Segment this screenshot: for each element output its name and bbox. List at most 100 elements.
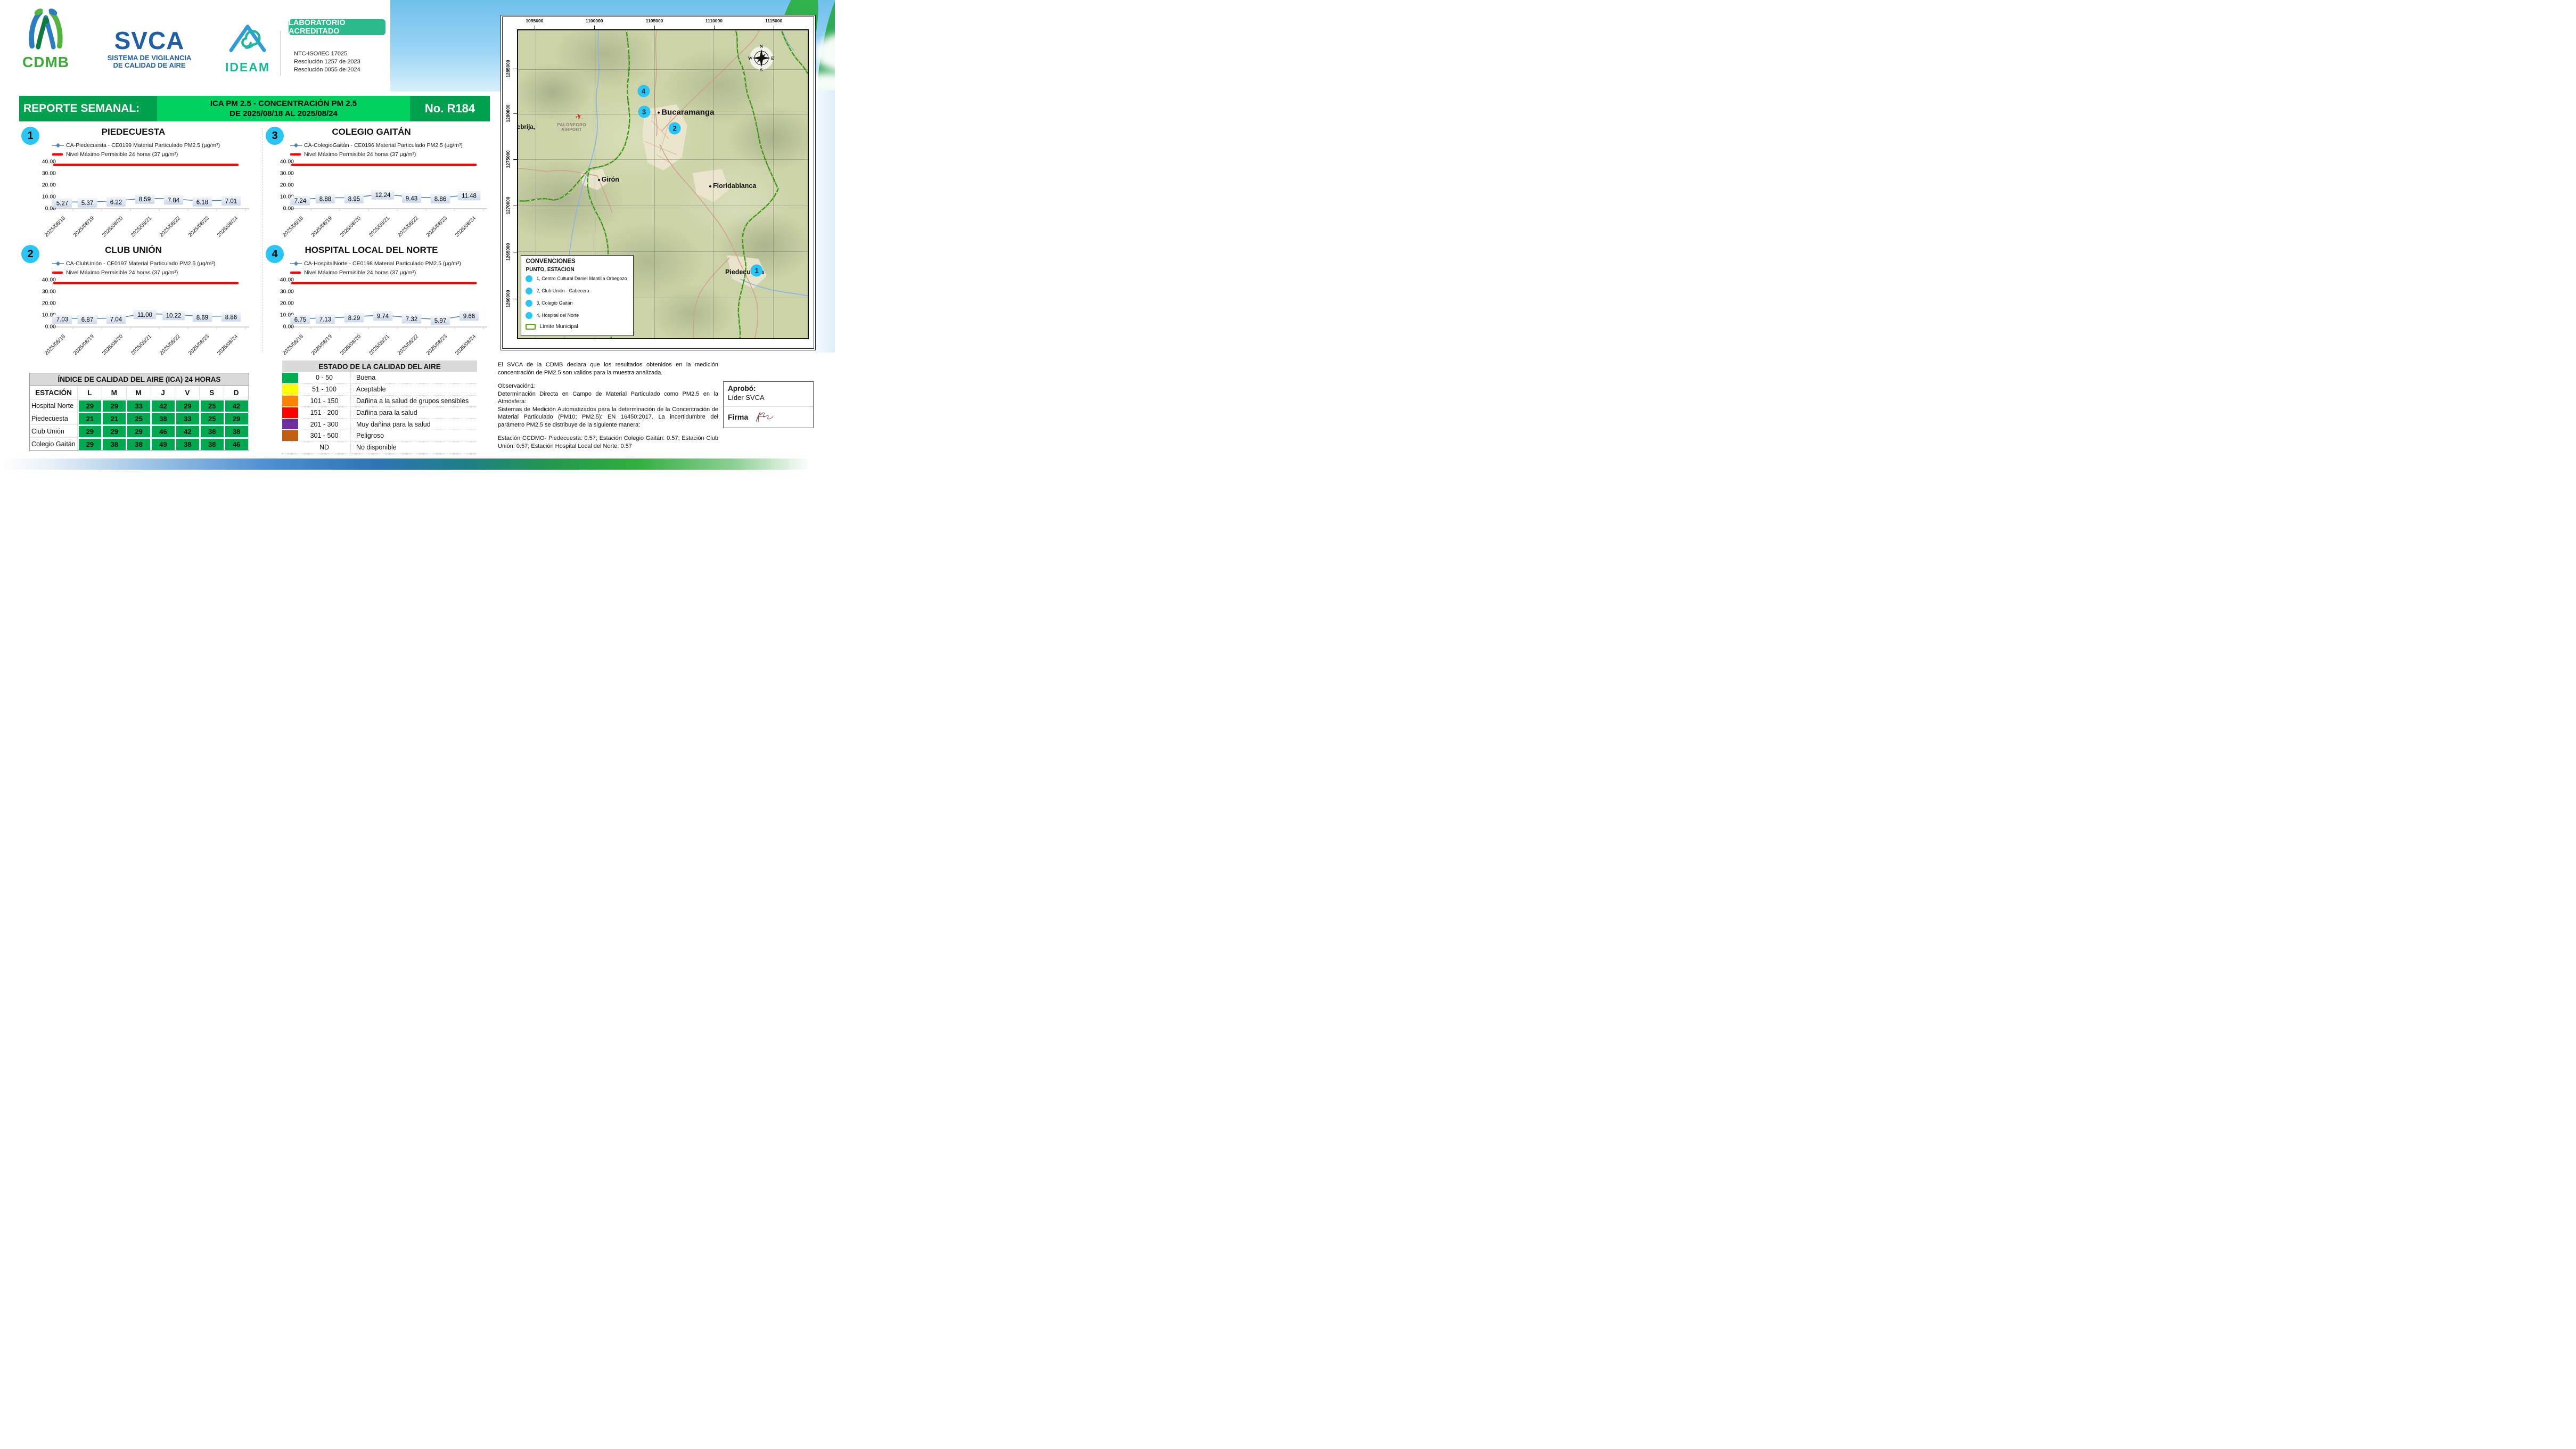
ica-value-cell: 25	[200, 400, 224, 412]
estado-color-swatch	[282, 419, 298, 430]
estado-row: ND No disponible	[282, 441, 477, 454]
estado-range: 301 - 500	[310, 432, 339, 440]
chart-legend: CA-ColegioGaitán - CE0196 Material Parti…	[290, 141, 463, 159]
estado-label: Muy dañina para la salud	[350, 419, 477, 430]
estado-label: Dañina a la salud de grupos sensibles	[350, 395, 477, 407]
svg-text:2025/08/18: 2025/08/18	[44, 333, 67, 356]
svg-text:9.43: 9.43	[406, 195, 417, 202]
svg-text:2025/08/23: 2025/08/23	[425, 333, 448, 356]
svg-text:2025/08/21: 2025/08/21	[130, 333, 153, 356]
ica-value-cell: 46	[225, 438, 248, 450]
map-legend-item: 2, Club Unión - Cabecera	[526, 285, 629, 297]
map-tick-mark	[713, 26, 715, 29]
ica-day-header: M	[127, 386, 151, 399]
svg-text:2025/08/24: 2025/08/24	[216, 215, 239, 238]
estado-color-swatch	[282, 430, 298, 441]
ica-value-cell: 29	[103, 400, 126, 412]
station-point-icon	[526, 312, 533, 319]
svg-text:6.18: 6.18	[196, 199, 208, 206]
svg-text:2025/08/21: 2025/08/21	[130, 215, 153, 238]
map-city-label: Bucaramanga	[658, 108, 714, 117]
estado-color-swatch	[282, 442, 298, 453]
ica-table-row: Piedecuesta 21 21 25 38 33 25 29	[30, 412, 249, 425]
threshold-marker-icon	[52, 270, 64, 275]
threshold-marker-icon	[290, 152, 302, 157]
threshold-legend-label: Nivel Máximo Permisible 24 horas (37 µg/…	[304, 151, 416, 158]
chart-title: COLEGIO GAITÁN	[332, 127, 411, 137]
map-legend: CONVENCIONES PUNTO, ESTACION 1, Centro C…	[521, 255, 634, 336]
svg-text:10.00: 10.00	[280, 312, 294, 318]
threshold-marker-icon	[52, 152, 64, 157]
cdmb-logo: CDMB	[16, 5, 76, 71]
map-legend-item: 3, Colegio Gaitán	[526, 297, 629, 309]
map-legend-item: 4, Hospital del Norte	[526, 309, 629, 322]
map-tick-mark	[594, 26, 595, 29]
ica-value-cell: 42	[152, 400, 175, 412]
ica-day-header: V	[175, 386, 200, 399]
map-panel: 1095000 1100000 1105000 1110000 1115000 12850…	[501, 15, 816, 350]
svg-text:N: N	[760, 44, 764, 49]
svg-text:40.00: 40.00	[280, 277, 294, 283]
accreditation-lines: NTC-ISO/IEC 17025 Resolución 1257 de 202…	[294, 50, 395, 74]
ica-value-cell: 46	[152, 425, 175, 437]
svg-text:10.00: 10.00	[42, 312, 56, 318]
series-marker-icon	[52, 143, 64, 148]
threshold-legend-label: Nivel Máximo Permisible 24 horas (37 µg/…	[66, 269, 178, 276]
chart-title: PIEDECUESTA	[101, 127, 166, 137]
city-dot-icon	[658, 111, 660, 114]
map-city-label-partial: ebrija,	[517, 124, 535, 131]
station-number-badge-3: 3	[266, 127, 284, 145]
estado-range: 51 - 100	[312, 386, 337, 394]
svca-subtitle-1: SISTEMA DE VIGILANCIA	[107, 54, 192, 62]
declaration-paragraph: Estación CCDMO- Piedecuesta: 0.57; Estac…	[498, 435, 718, 449]
ica-value-cell: 21	[78, 413, 102, 424]
map-northing-label: 1270000	[505, 197, 511, 215]
ica-day-header: M	[102, 386, 127, 399]
estado-color-swatch	[282, 396, 298, 406]
station-marker-3: 3	[638, 105, 651, 118]
signature-scribble	[756, 412, 774, 423]
svg-text:2025/08/21: 2025/08/21	[368, 215, 391, 238]
ica-value-cell: 29	[176, 400, 199, 412]
svg-text:2025/08/24: 2025/08/24	[454, 333, 477, 356]
svg-text:7.04: 7.04	[110, 317, 122, 323]
ica-value-cell: 38	[200, 425, 224, 437]
ica-station-name: Hospital Norte	[30, 399, 78, 412]
svg-text:2025/08/24: 2025/08/24	[454, 215, 477, 238]
declaration-text: El SVCA de la CDMB declara que los resul…	[498, 361, 718, 456]
svg-text:10.00: 10.00	[280, 194, 294, 200]
estado-color-swatch	[282, 372, 298, 383]
chart-title: HOSPITAL LOCAL DEL NORTE	[305, 245, 438, 255]
series-legend-label: CA-ColegioGaitán - CE0196 Material Parti…	[304, 142, 463, 149]
svg-text:2025/08/24: 2025/08/24	[216, 333, 239, 356]
svg-text:40.00: 40.00	[42, 277, 56, 283]
map-grid-line	[518, 159, 808, 160]
svg-text:8.86: 8.86	[434, 197, 446, 203]
ica-value-cell: 38	[103, 438, 126, 450]
accreditation-line: Resolución 0055 de 2024	[294, 67, 360, 73]
ica-station-header: ESTACIÓN	[30, 386, 78, 399]
map-lines	[518, 30, 808, 338]
svg-text:6.22: 6.22	[110, 199, 122, 206]
svca-acronym: SVCA	[114, 27, 185, 54]
declaration-paragraph: El SVCA de la CDMB declara que los resul…	[498, 362, 718, 376]
svg-text:7.24: 7.24	[294, 198, 307, 204]
estado-row: 51 - 100 Aceptable	[282, 383, 477, 396]
accreditation-line: NTC-ISO/IEC 17025	[294, 51, 348, 57]
svg-text:2025/08/23: 2025/08/23	[187, 215, 210, 238]
svg-text:8.88: 8.88	[319, 196, 331, 202]
cdmb-wordmark: CDMB	[22, 54, 69, 70]
svg-text:2025/08/22: 2025/08/22	[397, 333, 420, 356]
threshold-legend-label: Nivel Máximo Permisible 24 horas (37 µg/…	[66, 151, 178, 158]
compass-rose-icon: N E S W	[748, 44, 774, 72]
ica-day-header: D	[224, 386, 249, 399]
map-legend-title: CONVENCIONES	[526, 258, 576, 265]
svg-text:2025/08/19: 2025/08/19	[310, 333, 333, 356]
ica-value-cell: 29	[127, 425, 151, 437]
svg-text:0.00: 0.00	[283, 206, 294, 212]
map-tick-mark	[513, 159, 517, 160]
svg-text:8.29: 8.29	[348, 315, 360, 322]
svg-text:2025/08/23: 2025/08/23	[187, 333, 210, 356]
